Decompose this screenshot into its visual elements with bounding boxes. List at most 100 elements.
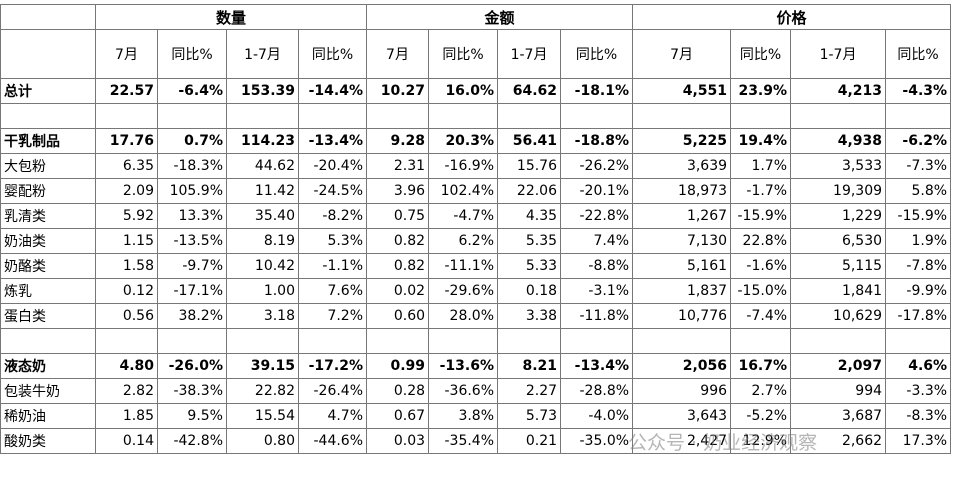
cell: 23.9%: [730, 78, 792, 104]
spacer-row: [0, 103, 952, 129]
cell: 5,225: [632, 128, 732, 154]
group-header-row: 数量 金额 价格: [0, 4, 952, 30]
group-header: 价格: [632, 4, 952, 30]
cell: 1,837: [632, 278, 732, 304]
row-label: 奶油类: [0, 228, 96, 254]
cell: 4,938: [790, 128, 887, 154]
data-table: 数量 金额 价格 7月 同比% 1-7月 同比% 7月 同比% 1-7月 同比% 7月 同比% 1-7月同…: [0, 4, 952, 454]
table-row: 稀奶油 1.85 9.5% 15.54 4.7% 0.67 3.8% 5.73 -4.0% 3,6…: [0, 403, 952, 429]
cell: -3.3%: [885, 378, 952, 404]
row-label: 稀奶油: [0, 403, 96, 429]
empty-cell: [790, 103, 887, 129]
cell: 5.92: [95, 203, 158, 229]
cell: 19.4%: [730, 128, 792, 154]
cell: 4.6%: [885, 353, 952, 379]
table-row: 总计 22.57 -6.4% 153.39 -14.4% 10.27 16.0% 64.62-…: [0, 78, 952, 104]
cell: -1.1%: [297, 253, 368, 279]
cell: 22.8%: [730, 228, 792, 254]
empty-cell: [95, 328, 158, 354]
table-row: 炼乳 0.12 -17.1% 1.00 7.6% 0.02 -29.6% 0.18 -3.1% 1…: [0, 278, 952, 304]
empty-cell: [632, 103, 732, 129]
cell: 64.62: [497, 78, 562, 104]
cell: -44.6%: [297, 428, 368, 454]
corner-cell: [0, 29, 96, 79]
cell: -14.4%: [297, 78, 368, 104]
cell: 2.82: [95, 378, 158, 404]
cell: -6.2%: [885, 128, 952, 154]
sub-header: 1-7月: [226, 29, 299, 79]
spacer-row: [0, 328, 952, 354]
empty-cell: [226, 328, 299, 354]
sub-header: 同比%: [428, 29, 499, 79]
cell: -9.9%: [885, 278, 952, 304]
cell: 10.42: [226, 253, 299, 279]
empty-cell: [297, 328, 368, 354]
cell: 153.39: [226, 78, 299, 104]
cell: 16.0%: [428, 78, 499, 104]
table-row: 酸奶类 0.14 -42.8% 0.80 -44.6% 0.03 -35.4% 0.21 -35…: [0, 428, 952, 454]
cell: -15.9%: [885, 203, 952, 229]
cell: -28.8%: [560, 378, 634, 404]
table-row: 干乳制品 17.76 0.7% 114.23 -13.4% 9.28 20.3% 56.41-…: [0, 128, 952, 154]
cell: 0.60: [366, 303, 430, 329]
cell: 4,213: [790, 78, 887, 104]
sub-header: 同比%: [297, 29, 368, 79]
cell: -4.3%: [885, 78, 952, 104]
empty-cell: [157, 328, 227, 354]
cell: 0.82: [366, 253, 430, 279]
cell: -13.4%: [297, 128, 368, 154]
sub-header: 1-7月: [497, 29, 562, 79]
row-label: 蛋白类: [0, 303, 96, 329]
group-header: 金额: [366, 4, 634, 30]
cell: 3,639: [632, 153, 732, 179]
cell: 16.7%: [730, 353, 792, 379]
empty-cell: [297, 103, 368, 129]
cell: -1.6%: [730, 253, 792, 279]
empty-cell: [790, 328, 887, 354]
cell: -29.6%: [428, 278, 499, 304]
row-label: 婴配粉: [0, 178, 96, 204]
cell: 0.80: [226, 428, 299, 454]
sub-header: 同比%: [560, 29, 634, 79]
cell: 22.57: [95, 78, 158, 104]
empty-cell: [428, 328, 499, 354]
corner-cell: [0, 4, 96, 30]
empty-cell: [632, 328, 732, 354]
cell: 5.33: [497, 253, 562, 279]
row-label: 奶酪类: [0, 253, 96, 279]
cell: -36.6%: [428, 378, 499, 404]
cell: -26.2%: [560, 153, 634, 179]
cell: 11.42: [226, 178, 299, 204]
cell: 1.85: [95, 403, 158, 429]
empty-cell: [730, 103, 792, 129]
cell: -4.0%: [560, 403, 634, 429]
empty-cell: [0, 103, 96, 129]
cell: 0.14: [95, 428, 158, 454]
cell: 3.8%: [428, 403, 499, 429]
cell: 39.15: [226, 353, 299, 379]
empty-cell: [885, 328, 952, 354]
empty-cell: [366, 328, 430, 354]
cell: 22.06: [497, 178, 562, 204]
cell: -5.2%: [730, 403, 792, 429]
cell: 2.27: [497, 378, 562, 404]
sub-header: 7月: [366, 29, 430, 79]
cell: 8.19: [226, 228, 299, 254]
cell: 0.21: [497, 428, 562, 454]
cell: -18.8%: [560, 128, 634, 154]
sub-header: 同比%: [730, 29, 792, 79]
empty-cell: [366, 103, 430, 129]
table-row: 奶油类 1.15 -13.5% 8.19 5.3% 0.82 6.2% 5.35 7.4% 7,1…: [0, 228, 952, 254]
empty-cell: [428, 103, 499, 129]
empty-cell: [730, 328, 792, 354]
cell: 15.76: [497, 153, 562, 179]
cell: 7,130: [632, 228, 732, 254]
cell: 0.7%: [157, 128, 227, 154]
cell: 10,776: [632, 303, 732, 329]
cell: 20.3%: [428, 128, 499, 154]
cell: 2,662: [790, 428, 887, 454]
watermark: 公众号 · 奶业经济观察: [628, 432, 818, 454]
cell: 9.5%: [157, 403, 227, 429]
cell: 0.18: [497, 278, 562, 304]
row-label: 大包粉: [0, 153, 96, 179]
